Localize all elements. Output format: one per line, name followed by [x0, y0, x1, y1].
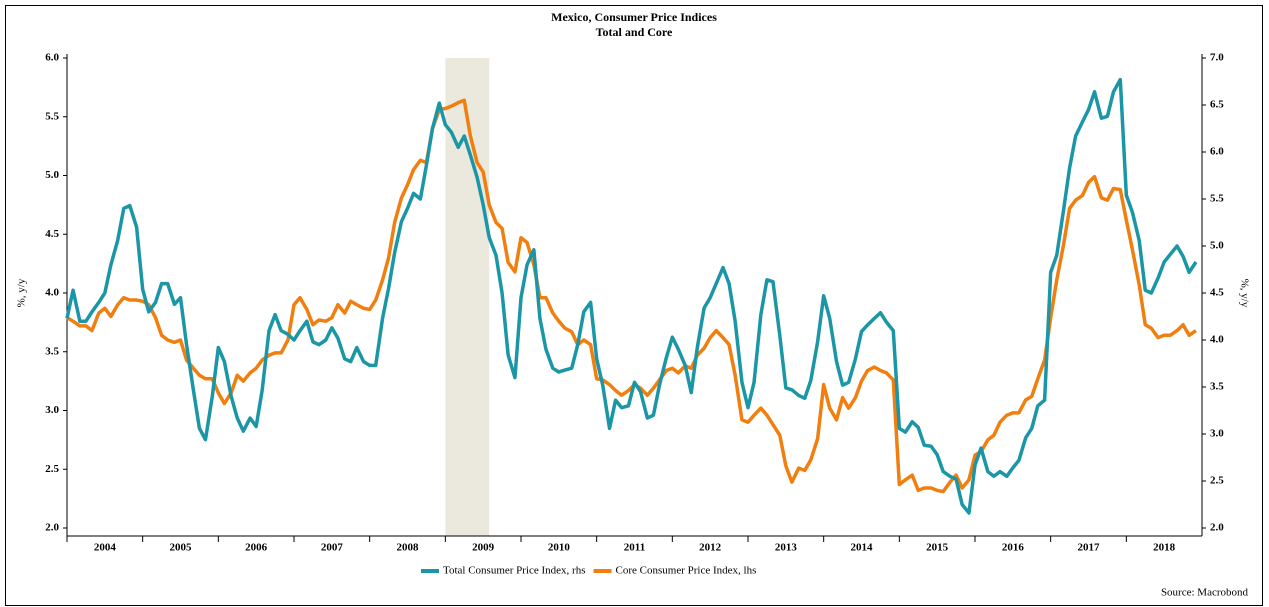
y-tick-label: 2.5	[45, 463, 59, 475]
series-line	[66, 98, 1197, 494]
y2-tick-label: 7.0	[1210, 52, 1224, 64]
x-tick-label: 2012	[699, 542, 722, 554]
legend-label: Core Consumer Price Index, lhs	[616, 565, 757, 577]
x-tick-label: 2014	[851, 542, 874, 554]
y2-tick-label: 5.5	[1210, 193, 1224, 205]
y-tick-label: 4.5	[45, 228, 59, 240]
x-tick-label: 2013	[775, 542, 798, 554]
y2-tick-label: 5.0	[1210, 240, 1224, 252]
y2-tick-label: 2.5	[1210, 475, 1224, 487]
legend: Total Consumer Price Index, rhs Core Cons…	[421, 565, 756, 577]
y-tick-label: 5.5	[45, 110, 59, 122]
x-tick-label: 2009	[472, 542, 495, 554]
source: Source: Macrobond	[1161, 587, 1249, 599]
series-line	[65, 77, 1198, 515]
y-tick-label: 4.0	[45, 287, 59, 299]
x-tick-label: 2017	[1078, 542, 1101, 554]
y2-tick-label: 4.0	[1210, 334, 1224, 346]
y2-axis-label: %, y/y	[1238, 279, 1250, 308]
y2-tick-label: 3.5	[1210, 381, 1224, 393]
legend-label: Total Consumer Price Index, rhs	[443, 565, 586, 577]
y-tick-label: 2.0	[45, 522, 59, 534]
x-tick-label: 2016	[1002, 542, 1025, 554]
x-tick-label: 2018	[1153, 542, 1176, 554]
x-tick-label: 2007	[321, 542, 344, 554]
y-tick-label: 3.5	[45, 345, 59, 357]
y-axis-label: %, y/y	[16, 278, 28, 307]
y2-tick-label: 6.0	[1210, 146, 1224, 158]
x-tick-label: 2008	[397, 542, 420, 554]
y2-tick-label: 4.5	[1210, 287, 1224, 299]
y2-tick-label: 2.0	[1210, 522, 1224, 534]
y-tick-label: 3.0	[45, 404, 59, 416]
recession-shade	[445, 58, 490, 536]
x-tick-label: 2010	[548, 542, 571, 554]
y2-tick-label: 6.5	[1210, 99, 1224, 111]
chart-title: Mexico, Consumer Price Indices	[551, 10, 717, 24]
y-tick-label: 6.0	[45, 52, 59, 64]
y-tick-label: 5.0	[45, 169, 59, 181]
x-tick-label: 2004	[94, 542, 117, 554]
x-tick-label: 2015	[926, 542, 949, 554]
chart-subtitle: Total and Core	[596, 25, 673, 39]
frame	[5, 5, 1263, 606]
x-tick-label: 2006	[245, 542, 268, 554]
y2-tick-label: 3.0	[1210, 428, 1224, 440]
x-tick-label: 2005	[170, 542, 193, 554]
x-tick-label: 2011	[624, 542, 645, 554]
